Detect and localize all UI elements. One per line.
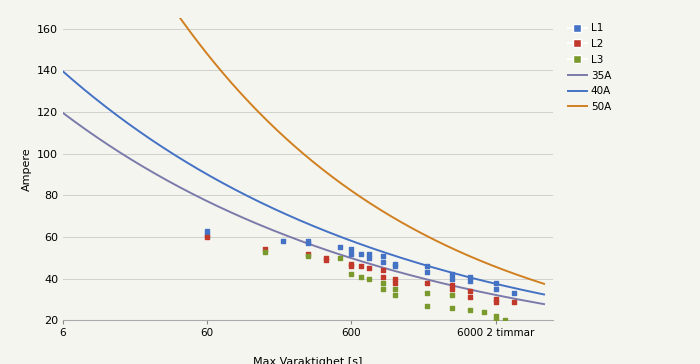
Text: 60: 60 — [201, 328, 214, 338]
Point — [490, 298, 501, 304]
Point — [389, 263, 400, 269]
Point — [389, 286, 400, 292]
Point — [421, 263, 433, 269]
Point — [378, 259, 389, 265]
Point — [302, 251, 314, 257]
Point — [346, 246, 357, 252]
Point — [378, 274, 389, 280]
Point — [302, 240, 314, 246]
Point — [335, 255, 346, 261]
Point — [364, 251, 375, 257]
Point — [378, 280, 389, 286]
Point — [378, 268, 389, 273]
Legend: L1, L2, L3, 35A, 40A, 50A: L1, L2, L3, 35A, 40A, 50A — [568, 23, 611, 112]
Point — [364, 276, 375, 282]
Text: 6000 2 timmar: 6000 2 timmar — [457, 328, 534, 338]
Point — [508, 298, 519, 304]
Text: 600: 600 — [342, 328, 361, 338]
Point — [335, 245, 346, 250]
Point — [346, 263, 357, 269]
Point — [202, 228, 213, 234]
Point — [277, 238, 288, 244]
Point — [465, 294, 476, 300]
Point — [447, 282, 458, 288]
Point — [389, 261, 400, 267]
Point — [389, 292, 400, 298]
Point — [202, 234, 213, 240]
X-axis label: Max Varaktighet [s]: Max Varaktighet [s] — [253, 357, 363, 364]
Point — [356, 251, 367, 257]
Point — [302, 253, 314, 259]
Point — [500, 317, 511, 323]
Point — [479, 309, 490, 315]
Point — [465, 288, 476, 294]
Point — [259, 249, 270, 254]
Point — [202, 232, 213, 238]
Point — [447, 292, 458, 298]
Point — [465, 278, 476, 284]
Point — [321, 255, 332, 261]
Point — [389, 276, 400, 282]
Point — [364, 255, 375, 261]
Point — [490, 313, 501, 319]
Text: 6: 6 — [60, 328, 66, 338]
Point — [465, 274, 476, 280]
Point — [447, 305, 458, 311]
Point — [421, 290, 433, 296]
Point — [490, 317, 501, 323]
Point — [490, 297, 501, 302]
Y-axis label: Ampere: Ampere — [22, 147, 32, 191]
Point — [346, 261, 357, 267]
Point — [421, 269, 433, 275]
Point — [421, 303, 433, 309]
Point — [389, 280, 400, 286]
Point — [378, 253, 389, 259]
Point — [447, 272, 458, 277]
Point — [508, 290, 519, 296]
Point — [364, 265, 375, 271]
Point — [259, 246, 270, 252]
Point — [346, 272, 357, 277]
Point — [302, 238, 314, 244]
Point — [421, 280, 433, 286]
Point — [465, 307, 476, 313]
Point — [346, 251, 357, 257]
Point — [490, 280, 501, 286]
Point — [490, 286, 501, 292]
Point — [356, 274, 367, 280]
Point — [447, 286, 458, 292]
Point — [321, 257, 332, 263]
Point — [378, 286, 389, 292]
Point — [356, 263, 367, 269]
Point — [447, 276, 458, 282]
